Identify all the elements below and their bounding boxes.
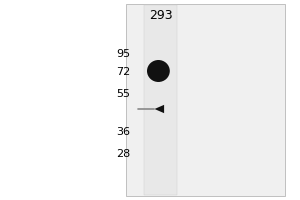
Text: 55: 55 [116, 89, 130, 99]
Polygon shape [154, 105, 164, 113]
Text: 36: 36 [116, 127, 130, 137]
Text: 28: 28 [116, 149, 130, 159]
Text: 95: 95 [116, 49, 130, 59]
Bar [144, 5, 177, 195]
Text: 293: 293 [149, 9, 172, 22]
Bar [126, 4, 285, 196]
Text: 72: 72 [116, 67, 130, 77]
Ellipse shape [147, 60, 170, 82]
